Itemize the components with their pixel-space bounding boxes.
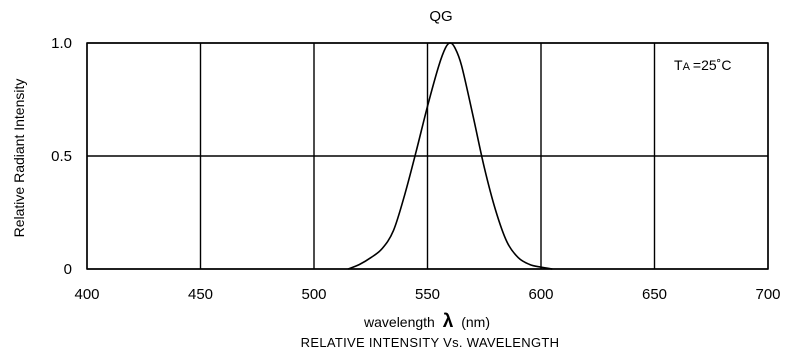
y-tick-labels: 0 0.5 1.0 (51, 35, 72, 278)
chart-caption: RELATIVE INTENSITY Vs. WAVELENGTH (301, 335, 560, 350)
y-axis-label: Relative Radiant Intensity (11, 79, 27, 238)
chart-title: QG (429, 8, 452, 25)
x-tick-label: 650 (642, 286, 667, 303)
plot-frame (86, 42, 769, 270)
y-tick-label: 0 (64, 261, 72, 278)
x-tick-label: 600 (528, 286, 553, 303)
intensity-curve (347, 42, 553, 270)
x-axis-label-symbol: λ (443, 311, 454, 332)
x-axis-label-text: wavelength (363, 314, 435, 330)
y-tick-label: 1.0 (51, 35, 72, 52)
annotation-main: T (674, 57, 683, 73)
grid-lines (86, 42, 769, 270)
x-tick-label: 550 (415, 286, 440, 303)
x-axis-label-unit: (nm) (461, 314, 490, 330)
annotation-sub: A (683, 61, 691, 73)
x-tick-label: 450 (188, 286, 213, 303)
y-tick-label: 0.5 (51, 148, 72, 165)
temperature-annotation: TA =25˚C (674, 57, 731, 73)
annotation-rest: =25˚C (693, 57, 732, 73)
x-tick-labels: 400 450 500 550 600 650 700 (74, 286, 780, 303)
x-tick-label: 500 (301, 286, 326, 303)
x-tick-label: 400 (74, 286, 99, 303)
x-tick-label: 700 (755, 286, 780, 303)
x-axis-label: wavelength λ (nm) (363, 311, 490, 332)
